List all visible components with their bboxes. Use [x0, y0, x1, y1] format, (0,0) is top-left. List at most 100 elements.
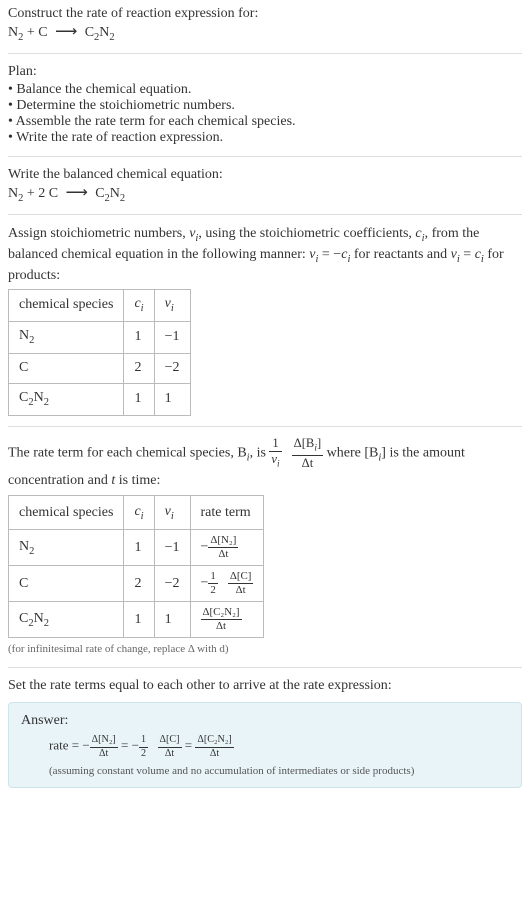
i-sub: i [141, 303, 144, 314]
dt: Δt [218, 548, 228, 560]
divider [8, 667, 522, 668]
setequal-text: Set the rate terms equal to each other t… [8, 678, 522, 694]
sp-sub: 2 [29, 335, 34, 346]
plan-item: Write the rate of reaction expression. [8, 130, 522, 146]
frac-den: νi [269, 452, 281, 470]
unbalanced-equation: N2 + C ⟶ C2N2 [8, 22, 522, 43]
divider [8, 214, 522, 215]
cell-nu: 1 [154, 384, 190, 416]
cell-rate: −Δ[N₂]Δt [190, 530, 264, 566]
cell-c: 1 [124, 530, 154, 566]
cell-c: 1 [124, 322, 154, 354]
i-sub: i [277, 459, 280, 469]
t2-frac: Δ[C]Δt [158, 735, 182, 758]
frac-den: Δt [195, 748, 233, 759]
t2-prefix: − [132, 738, 139, 753]
plan-item: Determine the stoichiometric numbers. [8, 98, 522, 114]
col-species: chemical species [9, 495, 124, 530]
stoich-part1: Assign stoichiometric numbers, [8, 226, 189, 241]
cell-nu: −2 [154, 566, 190, 602]
stoich-part2: , using the stoichiometric coefficients, [198, 226, 415, 241]
plan-title: Plan: [8, 64, 522, 80]
plan-list: Balance the chemical equation. Determine… [8, 82, 522, 146]
rate-frac: Δ[C₂N₂]Δt [201, 607, 242, 632]
rate-prefix: − [201, 576, 209, 591]
table-row: C 2 −2 −12 Δ[C]Δt [9, 566, 264, 602]
unbal-lhs1: N [8, 25, 18, 40]
sp-sub2: 2 [44, 397, 49, 408]
frac-den: Δt [90, 748, 118, 759]
sp-pre: C [19, 576, 28, 591]
dt: Δt [165, 748, 174, 759]
dt: Δt [236, 584, 246, 596]
plan-block: Plan: Balance the chemical equation. Det… [8, 64, 522, 146]
frac-num: Δ[C] [228, 571, 254, 584]
unbal-rhs-sub2: 2 [109, 32, 114, 43]
sp-pre: N [19, 328, 29, 343]
dBi-a: Δ[B [294, 436, 315, 450]
stoich-table: chemical species ci νi N2 1 −1 C 2 −2 C2… [8, 289, 191, 416]
frac-den: 2 [139, 748, 148, 759]
cell-species: C2N2 [9, 384, 124, 416]
cell-rate: −12 Δ[C]Δt [190, 566, 264, 602]
sp-sub2: 2 [44, 617, 49, 628]
cell-nu: −1 [154, 530, 190, 566]
cell-species: C [9, 566, 124, 602]
i-sub: i [171, 303, 174, 314]
cell-species: N2 [9, 530, 124, 566]
frac-num: 1 [269, 437, 281, 452]
frac-num: Δ[N₂] [208, 535, 238, 548]
cell-c: 1 [124, 384, 154, 416]
i-sub: i [171, 511, 174, 522]
bal-rhs-c: C [95, 186, 104, 201]
col-c: ci [124, 495, 154, 530]
dt: Δt [210, 748, 219, 759]
frac-den: 2 [208, 584, 217, 596]
t3-frac: Δ[C₂N₂]Δt [195, 735, 233, 758]
sp-pre: C [19, 611, 28, 626]
unbal-rhs-c: C [85, 25, 94, 40]
table-row: C 2 −2 [9, 354, 191, 384]
table-row: C2N2 1 1 [9, 384, 191, 416]
stoich-text: Assign stoichiometric numbers, νi, using… [8, 225, 522, 417]
sp-pre: C [19, 390, 28, 405]
col-species: chemical species [9, 290, 124, 322]
rate-table: chemical species ci νi rate term N2 1 −1… [8, 495, 264, 638]
frac-den: Δt [158, 748, 182, 759]
arrow-icon: ⟶ [66, 183, 88, 202]
sp-pre: C [19, 360, 28, 375]
col-c: ci [124, 290, 154, 322]
t2-half: 12 [139, 735, 148, 758]
cell-nu: 1 [154, 602, 190, 638]
divider [8, 426, 522, 427]
bal-rhs-sub2: 2 [120, 193, 125, 204]
rate-text-block: The rate term for each chemical species,… [8, 437, 522, 657]
intro-prompt: Construct the rate of reaction expressio… [8, 6, 522, 22]
frac-num: Δ[C₂N₂] [195, 735, 233, 747]
frac-num: Δ[N₂] [90, 735, 118, 747]
cell-species: N2 [9, 322, 124, 354]
intro-block: Construct the rate of reaction expressio… [8, 6, 522, 43]
col-rate: rate term [190, 495, 264, 530]
balanced-equation: N2 + 2 C ⟶ C2N2 [8, 183, 522, 204]
frac-num: 1 [139, 735, 148, 747]
cell-c: 2 [124, 566, 154, 602]
cell-rate: Δ[C₂N₂]Δt [190, 602, 264, 638]
balanced-block: Write the balanced chemical equation: N2… [8, 167, 522, 204]
frac-num: Δ[C] [158, 735, 182, 747]
rate-part5: is time: [115, 473, 160, 488]
frac-den: Δt [201, 620, 242, 632]
unbal-rhs-n: N [99, 25, 109, 40]
sp-sub: 2 [29, 546, 34, 557]
answer-title: Answer: [21, 713, 509, 729]
unbal-lhs2: C [38, 25, 47, 40]
cell-c: 2 [124, 354, 154, 384]
bal-coef2: + 2 C [23, 186, 58, 201]
table-row: N2 1 −1 [9, 322, 191, 354]
sp-pre: N [19, 539, 29, 554]
plan-item: Balance the chemical equation. [8, 82, 522, 98]
eq-sign: = [118, 738, 132, 753]
frac-num: 1 [208, 571, 217, 584]
table-row: C2N2 1 1 Δ[C₂N₂]Δt [9, 602, 264, 638]
rate-label: rate = [49, 738, 82, 753]
